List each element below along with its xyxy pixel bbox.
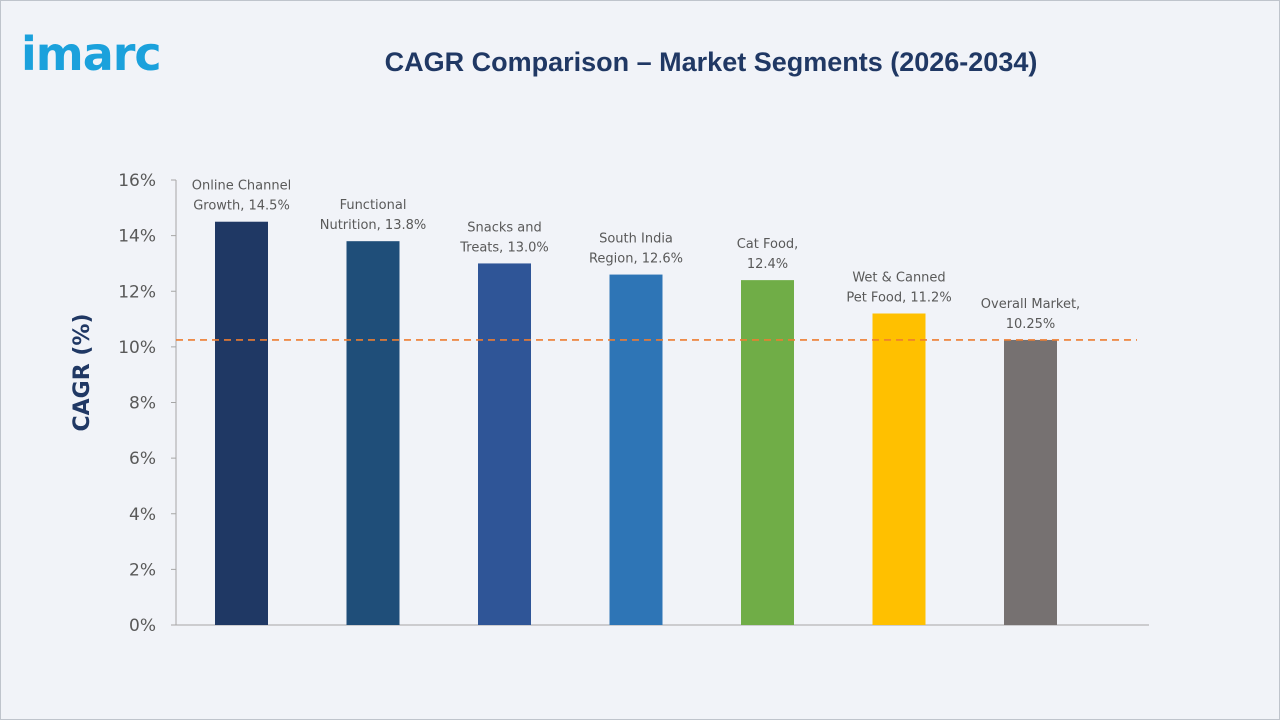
y-tick-label: 6% <box>129 449 156 469</box>
data-label: Functional Nutrition, 13.8% <box>320 198 426 233</box>
y-tick-label: 8% <box>129 394 156 414</box>
data-label: Snacks and Treats, 13.0% <box>459 220 549 255</box>
y-tick-label: 14% <box>118 227 156 247</box>
bar <box>609 274 663 625</box>
data-label: Overall Market, 10.25% <box>981 297 1080 332</box>
y-tick-label: 4% <box>129 505 156 525</box>
y-tick-label: 10% <box>118 338 156 358</box>
bar <box>872 313 926 625</box>
y-tick-label: 2% <box>129 560 156 580</box>
y-axis-title: CAGR (%) <box>70 314 95 432</box>
data-label: Online Channel Growth, 14.5% <box>192 179 291 214</box>
bar <box>741 280 794 625</box>
y-tick-label: 16% <box>118 171 156 191</box>
imarc-logo: imarc <box>21 27 162 81</box>
bar <box>478 263 531 625</box>
chart-title: CAGR Comparison – Market Segments (2026-… <box>384 47 1038 77</box>
data-label: Wet & Canned Pet Food, 11.2% <box>846 271 951 306</box>
data-label: Cat Food, 12.4% <box>737 237 799 272</box>
y-tick-label: 12% <box>118 282 156 302</box>
y-tick-label: 0% <box>129 616 156 636</box>
bar <box>215 221 268 625</box>
data-label: South India Region, 12.6% <box>589 232 683 267</box>
bar <box>346 241 400 625</box>
bar <box>1004 339 1057 625</box>
